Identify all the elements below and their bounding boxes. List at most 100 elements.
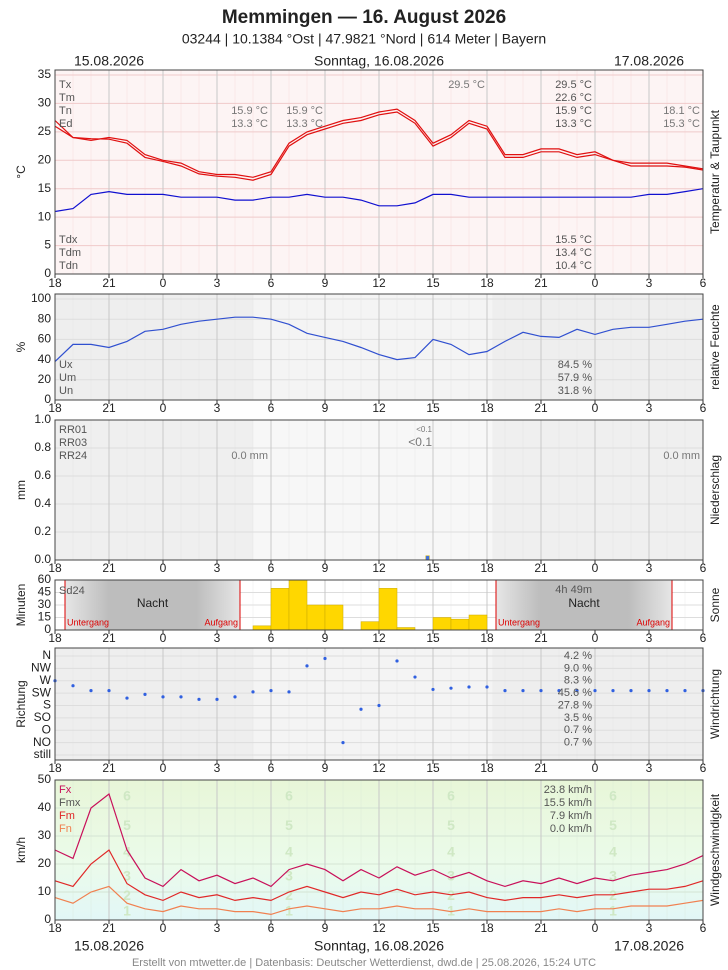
stat-value: 15.9 °C xyxy=(555,105,592,117)
x-tick-label: 18 xyxy=(480,921,494,935)
y-tick-label: 20 xyxy=(38,152,52,166)
y-axis-label: Richtung xyxy=(14,680,28,727)
beaufort-label: 6 xyxy=(123,788,131,804)
stat-label: Tm xyxy=(59,92,75,104)
direction-point xyxy=(665,689,669,693)
x-tick-label: 6 xyxy=(268,921,275,935)
x-tick-label: 12 xyxy=(372,631,386,645)
beaufort-label: 6 xyxy=(285,788,293,804)
annotation: 15.9 °C xyxy=(231,105,268,117)
direction-point xyxy=(179,695,183,699)
y-tick-label: 0.2 xyxy=(34,524,51,538)
bar xyxy=(252,625,272,631)
stat-value: 15.5 km/h xyxy=(544,797,592,809)
x-tick-label: 21 xyxy=(534,401,548,415)
direction-point xyxy=(611,689,615,693)
date-label: 15.08.2026 xyxy=(74,53,144,69)
y-tick-label: N xyxy=(42,648,51,662)
y-tick-label: 1.0 xyxy=(34,412,51,426)
beaufort-label: 4 xyxy=(285,844,293,860)
y-tick-label: SW xyxy=(32,685,52,699)
stat-label: Tx xyxy=(59,79,72,91)
direction-point xyxy=(323,656,327,661)
beaufort-label: 3 xyxy=(285,867,293,883)
x-tick-label: 3 xyxy=(214,761,221,775)
annotation: 13.3 °C xyxy=(231,118,268,130)
footer: Erstellt von mtwetter.de | Datenbasis: D… xyxy=(132,957,596,969)
direction-point xyxy=(575,689,579,693)
y-tick-label: 35 xyxy=(38,67,52,81)
stat-value: 23.8 km/h xyxy=(544,784,592,796)
x-tick-label: 6 xyxy=(268,561,275,575)
bar xyxy=(306,604,326,631)
x-tick-label: 18 xyxy=(480,401,494,415)
direction-point xyxy=(215,697,219,701)
x-tick-label: 0 xyxy=(592,631,599,645)
direction-point xyxy=(71,684,75,688)
x-tick-label: 18 xyxy=(48,921,62,935)
y-tick-label: 30 xyxy=(38,828,52,842)
annotation: 0.0 mm xyxy=(231,450,268,462)
x-tick-label: 0 xyxy=(160,921,167,935)
direction-point xyxy=(269,689,273,693)
direction-point xyxy=(89,689,93,693)
y-tick-label: 60 xyxy=(38,572,52,586)
x-tick-label: 18 xyxy=(480,761,494,775)
annotation: 13.3 °C xyxy=(286,118,323,130)
stat-label: Fmx xyxy=(59,797,81,809)
date-label: Sonntag, 16.08.2026 xyxy=(314,938,444,954)
direction-point xyxy=(503,689,507,693)
beaufort-label: 1 xyxy=(447,902,455,918)
subtitle: 03244 | 10.1384 °Ost | 47.9821 °Nord | 6… xyxy=(182,31,546,47)
y-tick-label: S xyxy=(43,698,51,712)
x-tick-label: 21 xyxy=(102,921,116,935)
stat-value: 29.5 °C xyxy=(555,79,592,91)
x-tick-label: 12 xyxy=(372,561,386,575)
sd24-value: 4h 49m xyxy=(555,584,592,596)
line-series xyxy=(54,849,704,902)
night-label: Nacht xyxy=(137,596,169,610)
x-tick-label: 0 xyxy=(160,401,167,415)
direction-point xyxy=(413,675,417,679)
beaufort-label: 4 xyxy=(123,844,131,860)
line-series xyxy=(54,108,704,178)
x-tick-label: 12 xyxy=(372,276,386,290)
x-tick-label: 18 xyxy=(48,631,62,645)
direction-point xyxy=(341,741,345,745)
annotation: <0.1 xyxy=(408,435,432,449)
y-tick-label: 15 xyxy=(38,610,52,624)
direction-point xyxy=(143,692,147,696)
x-tick-label: 3 xyxy=(646,561,653,575)
bar xyxy=(425,555,430,561)
beaufort-label: 5 xyxy=(285,817,293,833)
y-tick-label: 40 xyxy=(38,352,52,366)
line-series xyxy=(54,792,704,888)
stat-label: RR01 xyxy=(59,424,87,436)
y-tick-label: 0.4 xyxy=(34,496,51,510)
y-axis-label: km/h xyxy=(14,837,28,863)
beaufort-label: 3 xyxy=(447,867,455,883)
stat-value: 45.6 % xyxy=(558,687,592,699)
stat-value: 22.6 °C xyxy=(555,92,592,104)
direction-point xyxy=(521,689,525,693)
x-tick-label: 9 xyxy=(322,631,329,645)
x-tick-label: 21 xyxy=(534,761,548,775)
stat-value: 31.8 % xyxy=(558,385,592,397)
x-tick-label: 15 xyxy=(426,276,440,290)
stat-value: 0.7 % xyxy=(564,724,592,736)
x-tick-label: 6 xyxy=(700,276,707,290)
x-tick-label: 3 xyxy=(646,761,653,775)
sunset-label: Untergang xyxy=(67,617,109,627)
x-tick-label: 18 xyxy=(48,276,62,290)
x-tick-label: 3 xyxy=(214,561,221,575)
stat-value: 4.2 % xyxy=(564,650,592,662)
y-tick-label: NW xyxy=(31,661,52,675)
y-tick-label: 20 xyxy=(38,856,52,870)
beaufort-label: 2 xyxy=(285,887,293,903)
y-tick-label: 10 xyxy=(38,209,52,223)
y-tick-label: 25 xyxy=(38,124,52,138)
x-tick-label: 12 xyxy=(372,401,386,415)
title: Memmingen — 16. August 2026 xyxy=(222,7,506,28)
x-tick-label: 21 xyxy=(102,401,116,415)
